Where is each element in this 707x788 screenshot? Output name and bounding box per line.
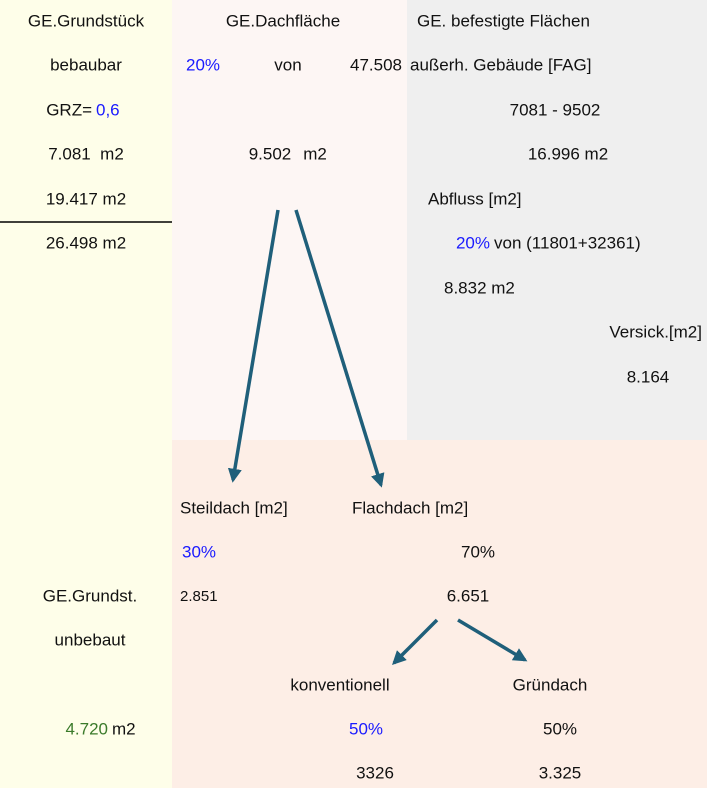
cell-text: 8.164	[627, 367, 670, 386]
right-bg	[407, 0, 707, 440]
cell-text: m2	[112, 719, 136, 738]
cell-text: außerh. Gebäude [FAG]	[410, 55, 591, 74]
cell-text: bebaubar	[50, 55, 122, 74]
cell-text: GE.Grundstück	[28, 11, 145, 30]
cell-text: 30%	[182, 542, 216, 561]
cell-text: von (11801+32361)	[494, 233, 641, 252]
cell-text: 3326	[356, 763, 394, 782]
cell-text: 9.502	[249, 144, 292, 163]
arrow	[294, 209, 385, 488]
cell-text: GE.Grundst.	[43, 586, 137, 605]
left-column-bg	[0, 0, 172, 788]
bottom-bg	[172, 440, 707, 788]
cell-text: 3.325	[539, 763, 582, 782]
cell-text: 50%	[543, 719, 577, 738]
cell-text: von	[274, 55, 301, 74]
cell-text: 7.081 m2	[48, 144, 124, 163]
cell-text: Flachdach [m2]	[352, 498, 468, 517]
cell-text: Versick.[m2]	[609, 322, 702, 341]
cell-text: 0,6	[96, 100, 120, 119]
cell-text: 2.851	[180, 588, 218, 605]
arrow	[392, 618, 439, 665]
cell-text: GE. befestigte Flächen	[417, 11, 590, 30]
cell-text: 16.996 m2	[528, 144, 608, 163]
cell-text: 20%	[456, 233, 490, 252]
middle-bg	[172, 0, 407, 440]
cell-text: 8.832 m2	[444, 278, 515, 297]
cell-text: 47.508	[350, 55, 402, 74]
cell-text: 26.498 m2	[46, 233, 126, 252]
cell-text: 6.651	[447, 586, 490, 605]
arrow	[457, 618, 528, 662]
cell-text: Gründach	[513, 675, 588, 694]
cell-text: 70%	[461, 542, 495, 561]
cell-text: 19.417 m2	[46, 189, 126, 208]
cell-text: GRZ=	[46, 100, 92, 119]
cell-text: m2	[303, 144, 327, 163]
cell-text: GE.Dachfläche	[226, 11, 340, 30]
cell-text: 50%	[349, 719, 383, 738]
cell-text: unbebaut	[55, 630, 126, 649]
arrows	[227, 209, 528, 665]
cell-text: 7081 - 9502	[510, 100, 601, 119]
arrow	[227, 209, 280, 483]
cell-text: Steildach [m2]	[180, 498, 288, 517]
cell-text: 20%	[186, 55, 220, 74]
cell-text: konventionell	[290, 675, 389, 694]
cell-text: 4.720	[65, 719, 108, 738]
cell-text: Abfluss [m2]	[428, 189, 522, 208]
